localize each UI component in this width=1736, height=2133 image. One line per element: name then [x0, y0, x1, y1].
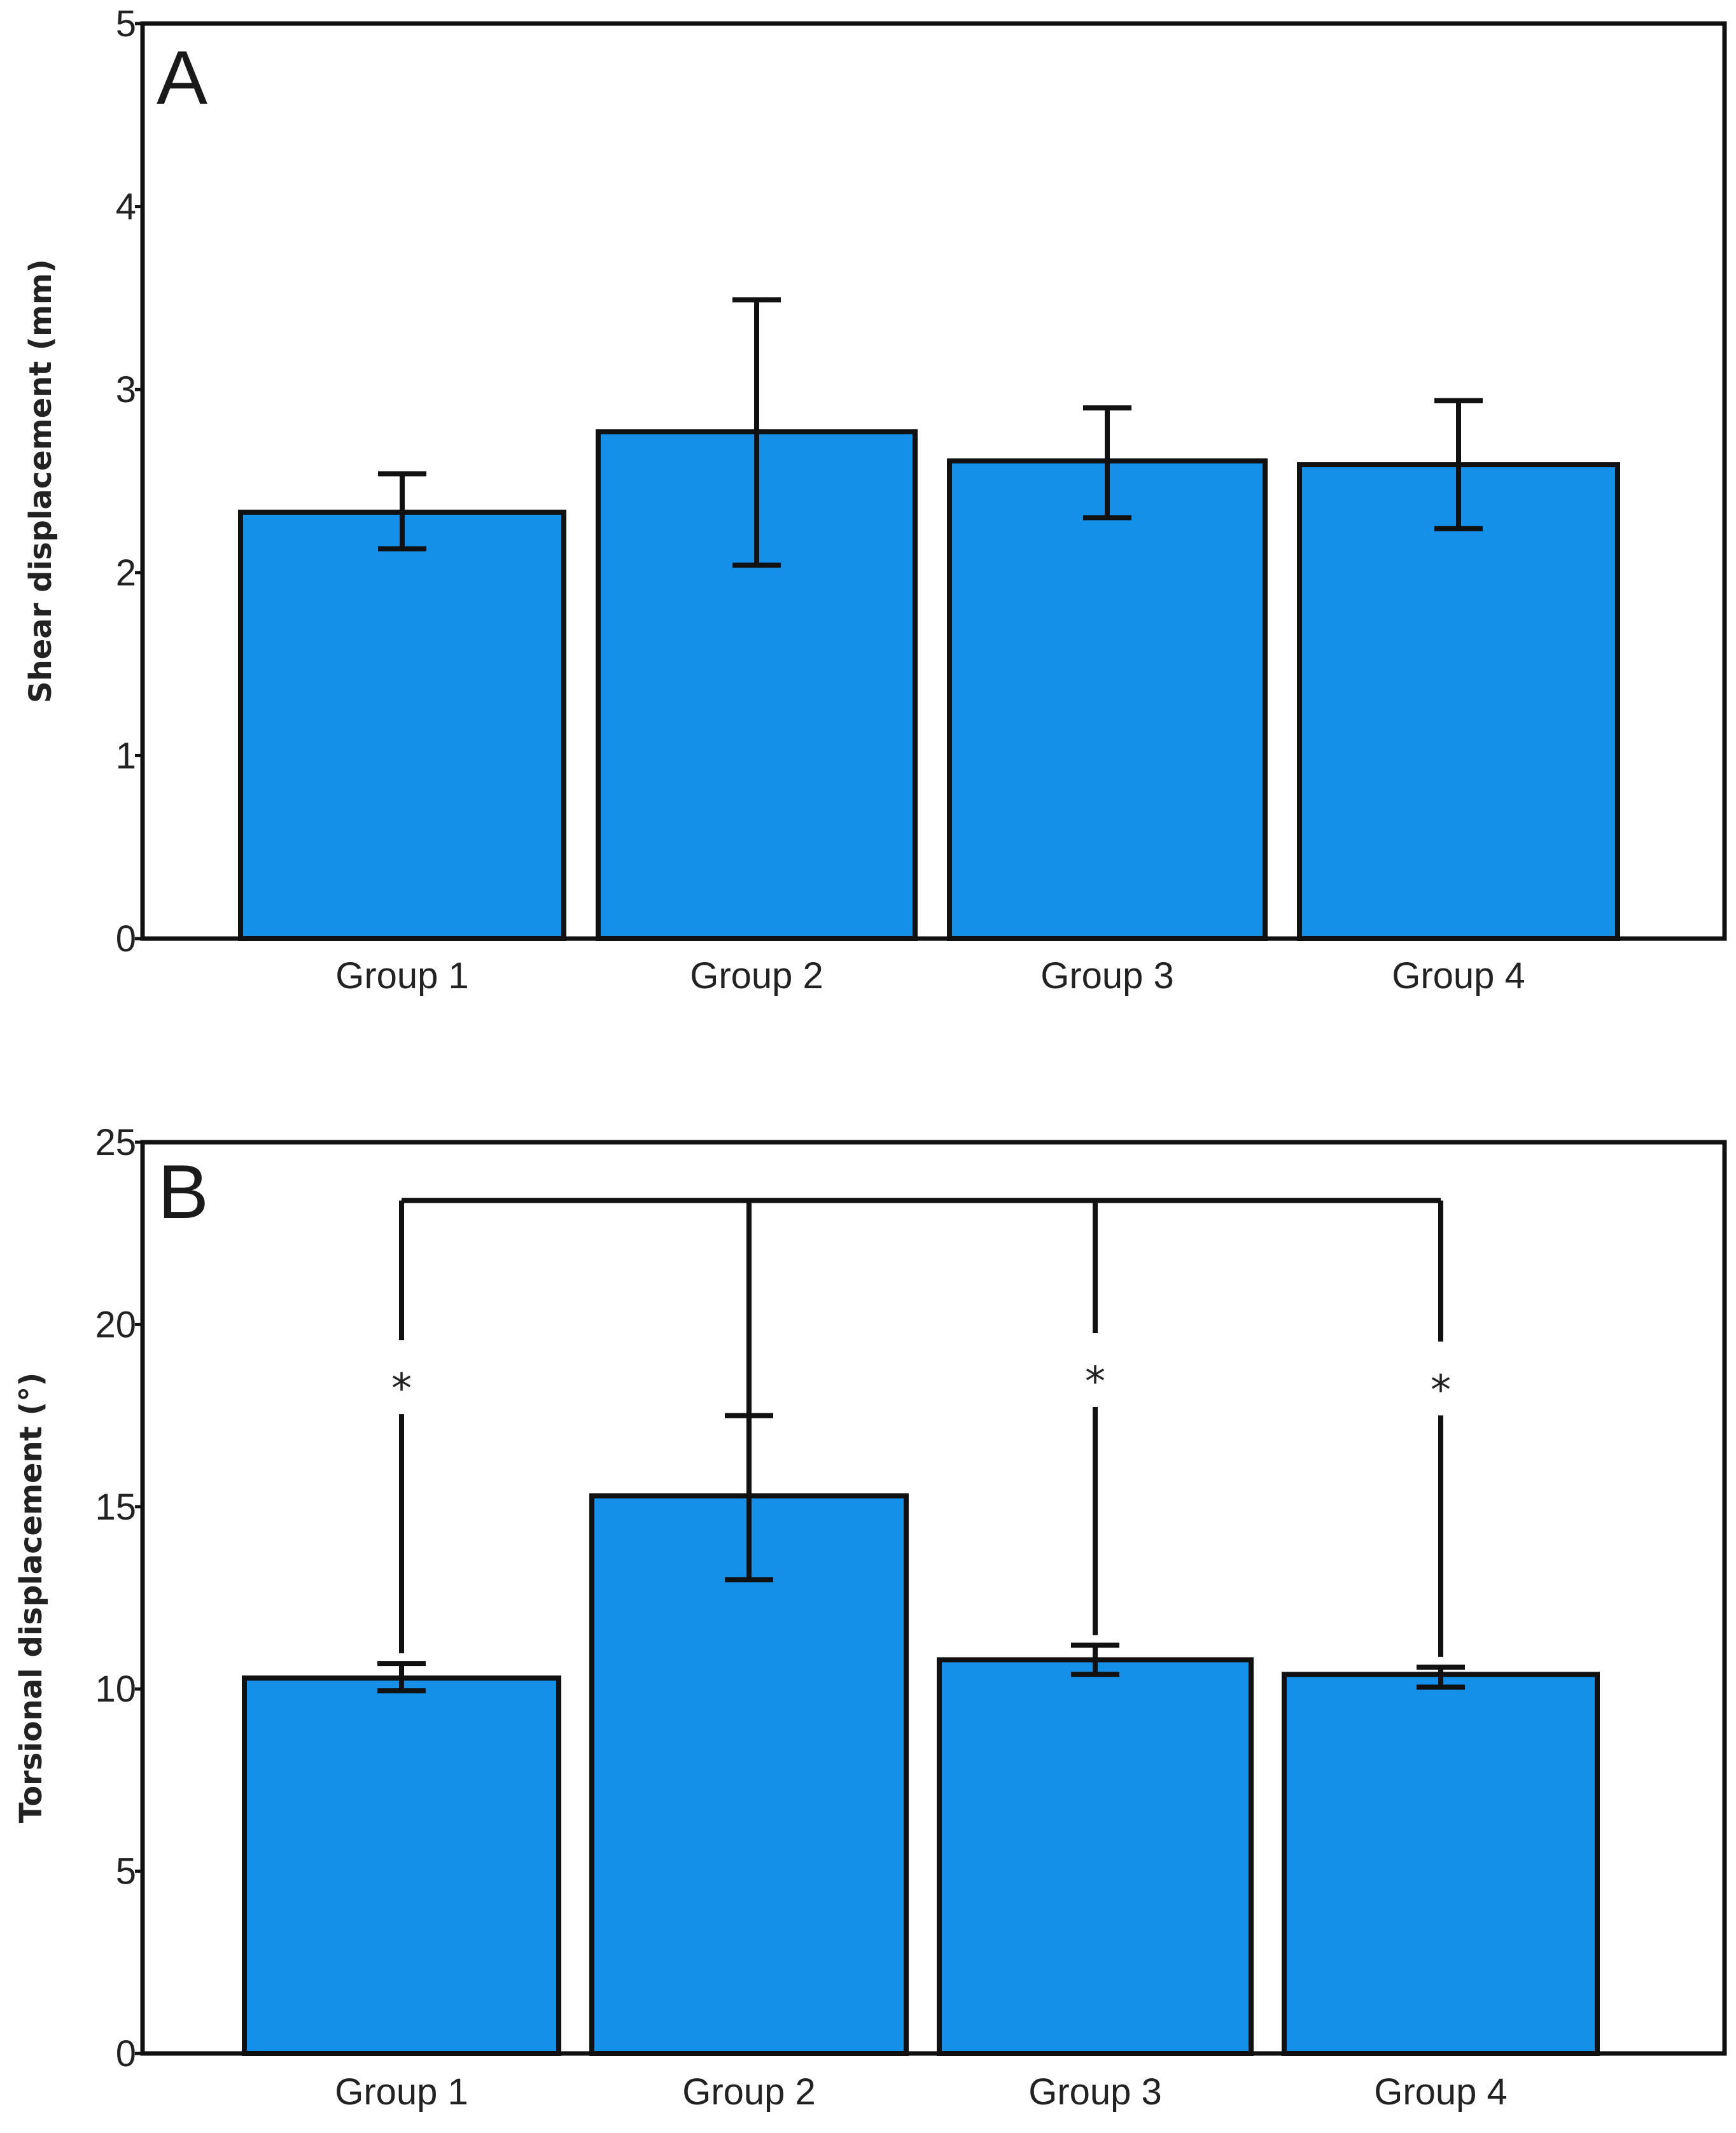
x-category-label: Group 2	[690, 955, 823, 997]
significance-star: *	[1085, 1359, 1105, 1406]
x-category-label: Group 3	[1040, 955, 1174, 997]
x-category-label: Group 4	[1392, 955, 1525, 997]
y-tick-label: 1	[116, 735, 136, 776]
x-category-label: Group 1	[335, 2071, 468, 2113]
bar	[939, 1660, 1251, 2053]
y-tick-label: 15	[95, 1486, 136, 1528]
x-category-label: Group 1	[335, 955, 469, 997]
y-tick-label: 2	[116, 552, 136, 594]
bar	[241, 512, 564, 939]
y-tick-label: 25	[95, 1122, 136, 1163]
y-tick-label: 5	[116, 1851, 136, 1892]
figure: 0 1 2 3 4 5 Shear displacement (mm) A Group 1 Gro…	[0, 0, 1736, 2133]
y-tick-label: 10	[95, 1668, 136, 1710]
y-tick-label: 4	[116, 186, 136, 228]
y-tick-label: 3	[116, 369, 136, 410]
significance-star: *	[1431, 1367, 1451, 1414]
y-axis-title: Torsional displacement (°)	[13, 1373, 49, 1824]
y-axis-title: Shear displacement (mm)	[23, 259, 59, 703]
x-category-label: Group 4	[1374, 2071, 1508, 2113]
x-category-label: Group 3	[1028, 2071, 1162, 2113]
x-category-label: Group 2	[682, 2071, 816, 2113]
panel-letter: B	[158, 1149, 209, 1234]
bar	[949, 461, 1265, 939]
y-tick-label: 5	[116, 3, 136, 45]
y-tick-label: 0	[116, 918, 136, 960]
significance-star: *	[391, 1366, 412, 1413]
bar	[1284, 1674, 1597, 2053]
panel-letter: A	[157, 35, 207, 120]
y-tick-label: 20	[95, 1304, 136, 1345]
bar	[1299, 465, 1618, 939]
y-tick-label: 0	[116, 2033, 136, 2074]
bar	[244, 1678, 559, 2053]
